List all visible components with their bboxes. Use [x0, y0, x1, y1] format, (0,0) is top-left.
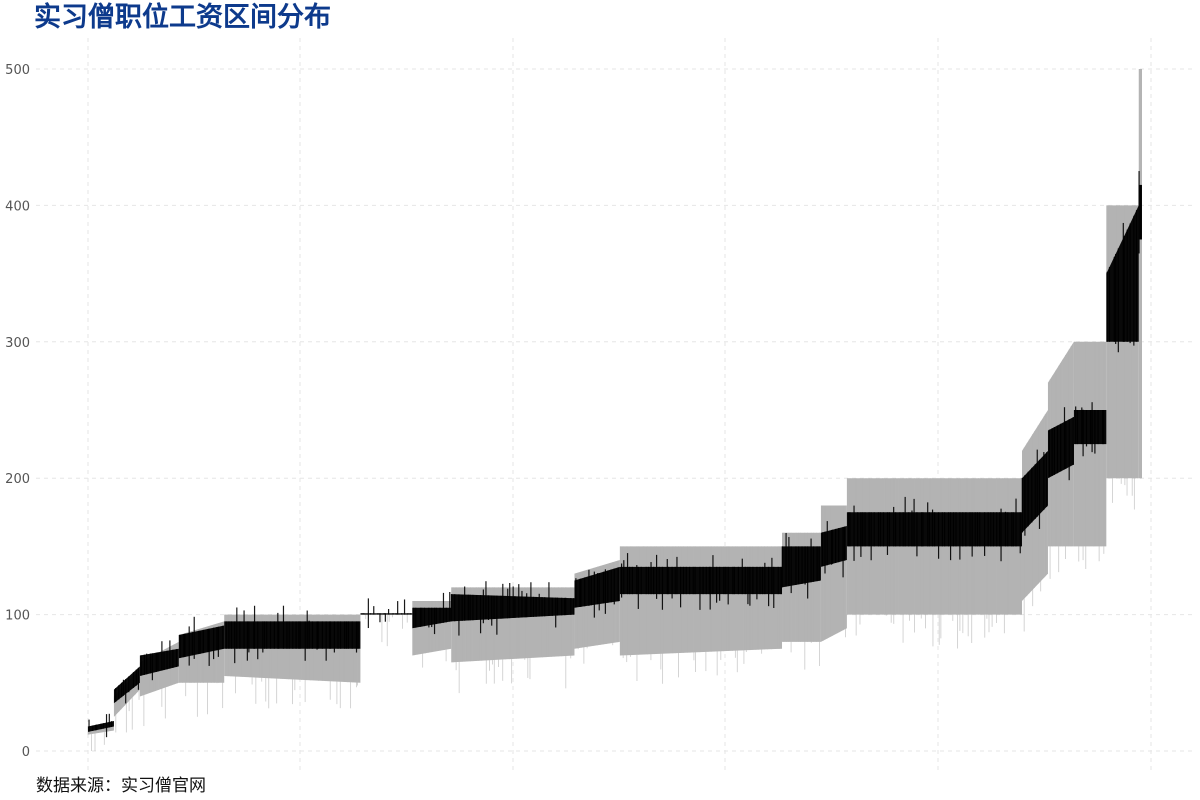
y-tick-label: 400 — [5, 199, 30, 214]
midline-segment — [178, 625, 225, 659]
chart-title: 实习僧职位工资区间分布 — [34, 2, 331, 33]
y-tick-label: 0 — [22, 745, 30, 760]
y-tick-label: 500 — [5, 63, 30, 78]
midline-layer — [88, 171, 1142, 738]
midline-segment — [619, 566, 783, 595]
y-tick-label: 100 — [5, 609, 30, 624]
y-tick-layer: 0 100 200 300 400 500 — [5, 63, 30, 760]
y-tick-label: 200 — [5, 472, 30, 487]
midline-segment — [139, 648, 179, 676]
y-tick-label: 300 — [5, 336, 30, 351]
data-source-caption: 数据来源：实习僧官网 — [36, 776, 206, 796]
